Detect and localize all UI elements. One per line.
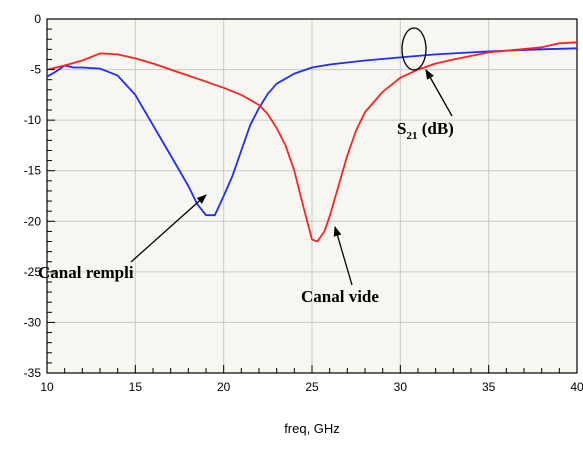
canal-vide-arrow xyxy=(333,226,353,286)
series-line-blue xyxy=(46,47,578,217)
y-tick-label: -10 xyxy=(24,113,42,127)
y-tick-label: -30 xyxy=(24,315,42,329)
s21-highlight-ellipse xyxy=(401,27,427,71)
x-tick-label: 40 xyxy=(570,380,583,394)
x-tick-label: 10 xyxy=(40,380,54,394)
y-tick-label: -5 xyxy=(30,63,41,77)
canal-vide-label: Canal vide xyxy=(301,287,379,306)
series-line-red xyxy=(46,41,578,243)
y-tick-label: 0 xyxy=(34,12,41,26)
x-tick-label: 15 xyxy=(129,380,143,394)
series-group xyxy=(46,41,578,243)
canal-rempli-arrow xyxy=(130,194,207,263)
y-tick-label: -15 xyxy=(24,164,42,178)
x-tick-label: 35 xyxy=(482,380,496,394)
x-tick-label: 20 xyxy=(217,380,231,394)
y-tick-label: -35 xyxy=(24,366,42,380)
x-tick-label: 25 xyxy=(305,380,319,394)
y-tick-label: -25 xyxy=(24,265,42,279)
annotations: S21 (dB) Canal rempli Canal vide xyxy=(38,27,454,306)
y-tick-label: -20 xyxy=(24,214,42,228)
ticks: 10 15 20 25 30 35 40 0 -5 -10 -15 -20 -25 -30 -35 xyxy=(24,12,583,394)
x-tick-label: 30 xyxy=(394,380,408,394)
x-axis-label: freq, GHz xyxy=(284,421,340,436)
s21-arrow xyxy=(425,69,453,117)
canal-rempli-label: Canal rempli xyxy=(38,263,134,282)
s21-label: S21 (dB) xyxy=(397,119,454,142)
